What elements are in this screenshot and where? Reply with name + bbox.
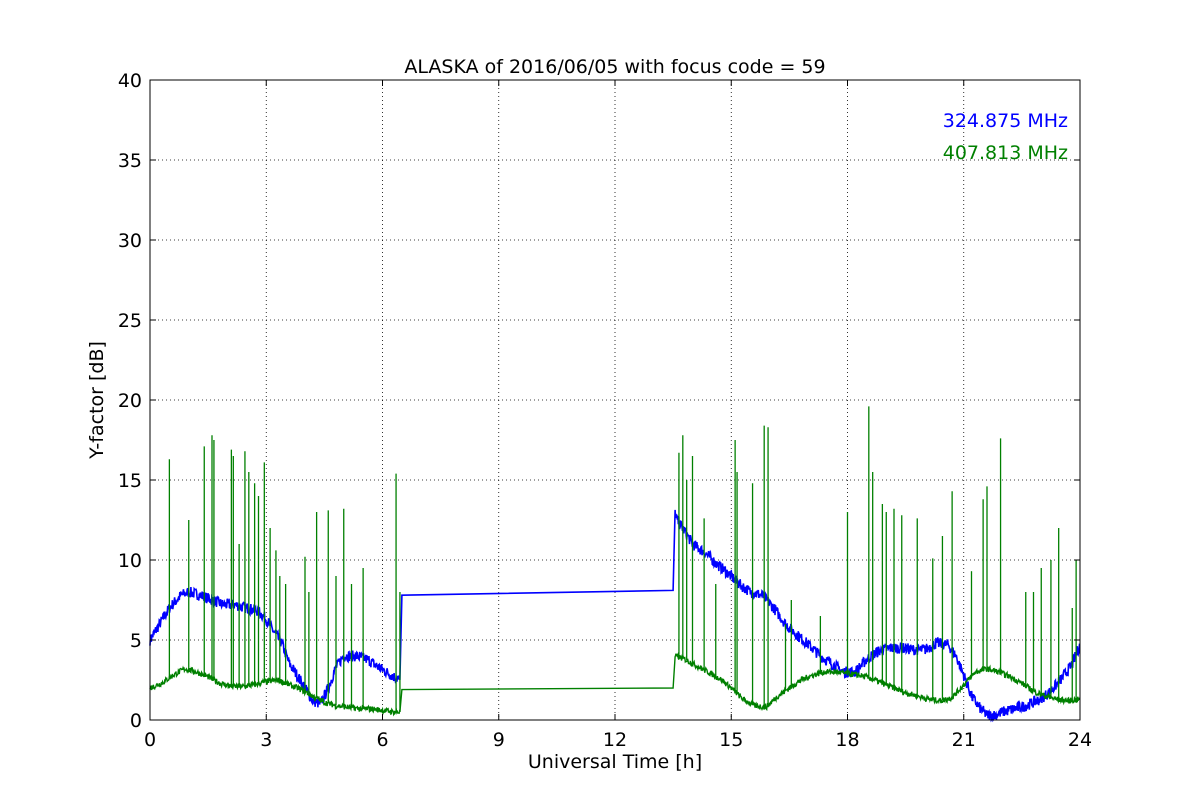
x-tick-label: 15 <box>719 729 743 751</box>
grid <box>150 80 1080 720</box>
y-tick-label: 20 <box>118 390 142 412</box>
ticks: 0 3 6 9 12 15 18 21 24 0 5 10 15 20 25 30 35 40 <box>118 70 1092 751</box>
y-tick-label: 5 <box>130 630 142 652</box>
series-line-2 <box>149 651 1081 717</box>
y-tick-label: 15 <box>118 470 142 492</box>
y-tick-label: 0 <box>130 710 142 732</box>
y-tick-label: 25 <box>118 310 142 332</box>
x-tick-label: 21 <box>952 729 976 751</box>
series-line-1 <box>149 509 1081 723</box>
x-tick-label: 0 <box>144 729 156 751</box>
x-tick-label: 12 <box>603 729 627 751</box>
x-tick-label: 24 <box>1068 729 1092 751</box>
plot-lines <box>149 406 1081 723</box>
y-tick-label: 40 <box>118 70 142 92</box>
x-tick-label: 6 <box>376 729 388 751</box>
legend-entry-series-1: 324.875 MHz <box>943 110 1068 132</box>
x-tick-label: 9 <box>493 729 505 751</box>
chart-title: ALASKA of 2016/06/05 with focus code = 5… <box>404 56 825 78</box>
y-tick-label: 35 <box>118 150 142 172</box>
y-tick-label: 30 <box>118 230 142 252</box>
x-axis-label: Universal Time [h] <box>528 751 702 773</box>
x-tick-label: 3 <box>260 729 272 751</box>
y-tick-label: 10 <box>118 550 142 572</box>
y-axis-label: Y-factor [dB] <box>86 341 108 460</box>
legend-entry-series-2: 407.813 MHz <box>943 142 1068 164</box>
x-tick-label: 18 <box>835 729 859 751</box>
